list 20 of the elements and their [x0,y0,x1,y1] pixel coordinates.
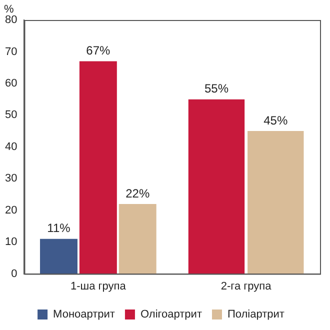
data-label: 67% [86,44,111,58]
legend-label: Моноартрит [53,308,115,321]
data-label: 11% [47,221,71,236]
data-label: 22% [126,186,150,200]
y-tick-label: 0 [11,268,18,280]
y-tick-label: 20 [4,204,18,216]
data-label: 55% [204,82,229,96]
y-tick-label: 30 [4,172,18,185]
y-tick-label: 40 [4,140,18,153]
legend-label: Олігоартрит [140,308,202,321]
y-tick-label: 50 [4,109,18,122]
y-axis-title: % [4,4,14,16]
y-tick-label: 70 [4,46,18,58]
x-tick-label: 2-га група [220,280,272,292]
y-tick-label: 60 [4,77,18,90]
y-tick-label: 10 [4,236,18,248]
data-label: 45% [264,113,288,128]
legend-label: Поліартрит [227,308,284,321]
y-tick-label: 80 [4,14,18,26]
x-tick-label: 1-ша група [70,280,127,292]
